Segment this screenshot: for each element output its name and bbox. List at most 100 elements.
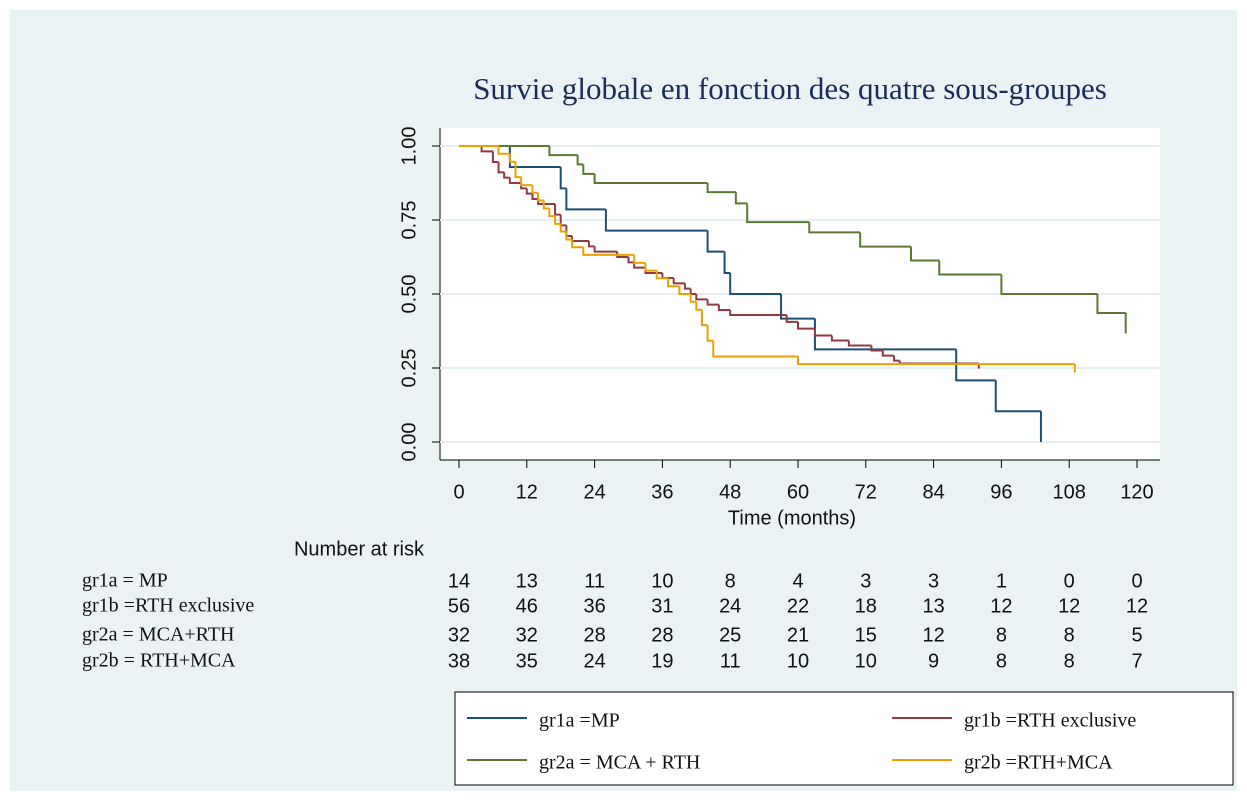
risk-count: 25 (719, 624, 741, 646)
risk-count: 15 (855, 624, 877, 646)
km-step (565, 188, 606, 211)
km-step (576, 155, 584, 166)
km-step (830, 335, 849, 342)
km-step (633, 254, 646, 264)
risk-count: 11 (720, 650, 741, 672)
risk-count: 0 (1131, 570, 1142, 592)
km-step (554, 204, 561, 216)
risk-count: 12 (1058, 595, 1080, 617)
km-step (542, 200, 550, 210)
km-step (559, 223, 567, 233)
km-step (537, 192, 544, 202)
x-tick-label: 120 (1120, 481, 1153, 503)
risk-count: 28 (651, 624, 673, 646)
risk-count: 12 (990, 595, 1012, 617)
risk-count: 0 (1064, 570, 1075, 592)
risk-count: 8 (725, 570, 736, 592)
km-step (797, 321, 815, 330)
km-step (582, 164, 595, 175)
risk-count: 4 (792, 570, 803, 592)
km-step (559, 167, 567, 190)
km-step (514, 161, 522, 179)
km-step (712, 340, 798, 358)
risk-count: 13 (922, 595, 944, 617)
x-tick-label: 84 (922, 481, 944, 503)
risk-count: 11 (584, 570, 605, 592)
x-tick-label: 12 (516, 481, 538, 503)
km-step (729, 272, 782, 295)
km-step (706, 325, 714, 342)
legend-label: gr1b =RTH exclusive (964, 710, 1136, 732)
km-step (587, 241, 595, 248)
risk-table-title: Number at risk (294, 538, 425, 560)
km-step (723, 251, 731, 274)
km-step (734, 192, 748, 205)
risk-count: 56 (448, 595, 470, 617)
km-step (604, 209, 708, 232)
km-step (508, 177, 522, 184)
risk-count: 3 (928, 570, 939, 592)
risk-count: 10 (787, 650, 809, 672)
km-step (706, 183, 736, 194)
km-step (706, 299, 719, 306)
chart-title: Survie globale en fonction des quatre so… (473, 71, 1107, 106)
km-step (497, 146, 510, 155)
risk-count: 12 (1126, 595, 1148, 617)
km-step (717, 304, 731, 311)
km-step (520, 177, 533, 187)
km-step (847, 340, 872, 347)
km-step (785, 315, 798, 323)
risk-row-label: gr1a = MP (82, 570, 168, 592)
risk-count: 12 (922, 624, 944, 646)
km-step (633, 262, 646, 269)
km-step (593, 246, 618, 253)
risk-count: 24 (719, 595, 741, 617)
km-step (695, 301, 702, 311)
risk-count: 8 (996, 624, 1007, 646)
x-tick-label: 48 (719, 481, 741, 503)
km-step (531, 193, 539, 200)
risk-count: 5 (1131, 624, 1142, 646)
km-step (938, 260, 1002, 276)
risk-count: 9 (928, 650, 939, 672)
y-tick-label: 0.25 (398, 349, 420, 388)
km-step (881, 350, 895, 357)
risk-count: 3 (860, 570, 871, 592)
risk-count: 10 (855, 650, 877, 672)
km-step (780, 294, 815, 320)
km-step (616, 251, 629, 258)
km-step (508, 153, 516, 163)
risk-count: 1 (996, 570, 1007, 592)
km-step (684, 283, 691, 290)
km-step (729, 309, 787, 317)
km-step (503, 172, 510, 179)
x-tick-label: 72 (855, 481, 877, 503)
risk-count: 24 (583, 650, 605, 672)
km-step (531, 185, 539, 194)
km-step (672, 278, 685, 285)
x-tick-label: 0 (453, 481, 464, 503)
km-step (525, 188, 533, 195)
y-tick-label: 0.50 (398, 275, 420, 314)
km-step (870, 345, 883, 352)
risk-count: 38 (448, 650, 470, 672)
km-step (859, 232, 911, 248)
km-step (808, 222, 861, 234)
km-step (667, 278, 680, 288)
risk-count: 32 (516, 624, 538, 646)
km-step (893, 355, 900, 362)
km-step (554, 216, 561, 225)
risk-count: 13 (516, 570, 538, 592)
km-step (593, 173, 708, 184)
km-step (700, 309, 708, 327)
risk-count: 21 (787, 624, 809, 646)
km-step (627, 257, 635, 264)
km-step (497, 161, 505, 174)
y-tick-label: 0.75 (398, 201, 420, 240)
km-step (571, 239, 584, 249)
km-step (746, 203, 810, 224)
risk-count: 19 (651, 650, 673, 672)
km-step (644, 262, 657, 272)
legend-label: gr2a = MCA + RTH (539, 752, 700, 774)
km-step (813, 328, 832, 337)
